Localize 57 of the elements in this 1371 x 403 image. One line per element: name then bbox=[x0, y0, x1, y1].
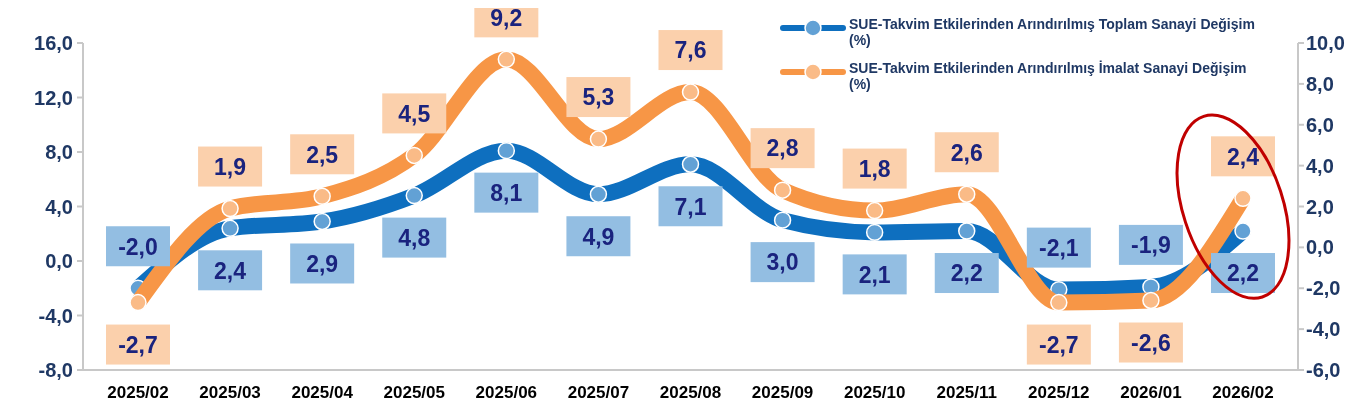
data-label: 7,1 bbox=[674, 193, 707, 220]
data-label: 2,5 bbox=[306, 141, 339, 168]
data-label: -1,9 bbox=[1131, 232, 1171, 259]
data-label: 2,4 bbox=[214, 257, 247, 284]
y2-tick-label: 8,0 bbox=[1306, 72, 1334, 95]
x-tick-label: 2025/04 bbox=[291, 383, 354, 402]
x-tick-label: 2025/12 bbox=[1028, 383, 1090, 402]
x-tick-label: 2026/01 bbox=[1120, 383, 1182, 402]
x-tick-label: 2025/05 bbox=[383, 383, 445, 402]
data-label: 9,2 bbox=[490, 4, 523, 31]
y2-tick-label: 4,0 bbox=[1306, 154, 1334, 177]
data-label: -2,0 bbox=[118, 233, 158, 260]
y-tick-label: -4,0 bbox=[38, 304, 73, 327]
data-label: -2,1 bbox=[1039, 234, 1079, 261]
data-label: 2,8 bbox=[766, 135, 799, 162]
y-tick-label: 12,0 bbox=[34, 86, 73, 109]
data-label: 1,8 bbox=[858, 155, 891, 182]
y2-tick-label: -2,0 bbox=[1306, 277, 1341, 300]
x-tick-label: 2025/03 bbox=[199, 383, 261, 402]
x-tick-label: 2025/02 bbox=[107, 383, 169, 402]
data-label: 3,0 bbox=[766, 249, 799, 276]
y2-tick-label: -4,0 bbox=[1306, 318, 1341, 341]
x-tick-label: 2025/09 bbox=[751, 383, 814, 402]
y-tick-label: 4,0 bbox=[45, 195, 73, 218]
data-label: 2,1 bbox=[858, 261, 891, 288]
x-tick-label: 2025/06 bbox=[475, 383, 538, 402]
data-label: 2,9 bbox=[306, 250, 339, 277]
data-label: 1,9 bbox=[214, 153, 247, 180]
x-tick-label: 2025/11 bbox=[936, 383, 998, 402]
data-label: 2,2 bbox=[1227, 260, 1259, 287]
data-label: -2,6 bbox=[1131, 329, 1171, 356]
data-label: 2,6 bbox=[950, 139, 983, 166]
x-tick-label: 2025/08 bbox=[659, 383, 722, 402]
y2-tick-label: 10,0 bbox=[1306, 32, 1345, 54]
data-label: 8,1 bbox=[490, 179, 523, 206]
data-label: -2,7 bbox=[1039, 331, 1079, 358]
data-label: 4,5 bbox=[398, 100, 431, 127]
data-label: 5,3 bbox=[582, 84, 615, 111]
data-label: 4,9 bbox=[582, 223, 615, 250]
y-tick-label: 8,0 bbox=[45, 141, 73, 163]
y2-tick-label: -6,0 bbox=[1306, 359, 1341, 381]
y-tick-label: -8,0 bbox=[38, 359, 73, 381]
x-tick-label: 2025/10 bbox=[843, 383, 906, 402]
y-tick-label: 0,0 bbox=[45, 250, 73, 272]
x-tick-label: 2026/02 bbox=[1212, 383, 1274, 402]
x-tick-label: 2025/07 bbox=[567, 383, 630, 402]
y2-tick-label: 2,0 bbox=[1306, 195, 1334, 218]
data-label: 7,6 bbox=[674, 37, 707, 64]
data-label: 4,8 bbox=[398, 224, 431, 251]
y2-tick-label: 6,0 bbox=[1306, 113, 1334, 136]
legend-label: SUE-Takvim Etkilerinden Arındırılmış Toplam Sanayi Değişim (%) bbox=[849, 16, 1256, 48]
data-label: 2,4 bbox=[1227, 143, 1260, 170]
y-tick-label: 16,0 bbox=[34, 32, 73, 54]
data-label: 2,2 bbox=[950, 260, 983, 287]
data-label: -2,7 bbox=[118, 331, 158, 358]
y2-tick-label: 0,0 bbox=[1306, 236, 1334, 259]
legend-label: SUE-Takvim Etkilerinden Arındırılmış İmalat Sanayi Değişim (%) bbox=[849, 60, 1248, 92]
